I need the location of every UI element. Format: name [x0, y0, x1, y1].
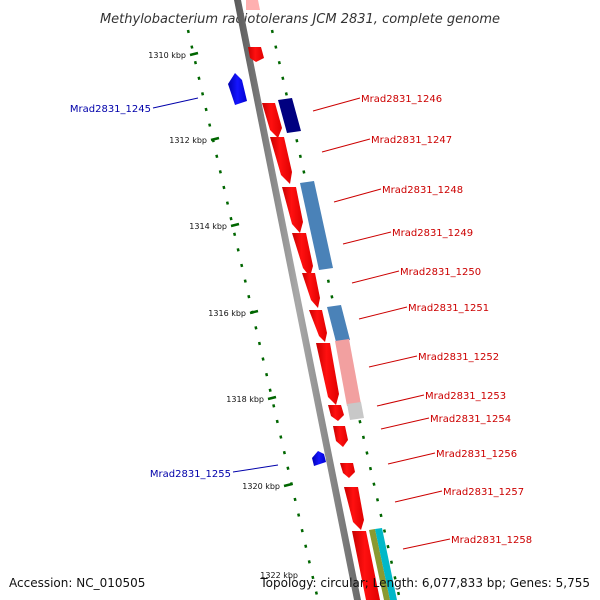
gene-arrow-mrad2831-1247	[270, 137, 292, 184]
ruler: 1310 kbp 1312 kbp 1314 kbp 1316 kbp 1318…	[148, 51, 298, 580]
leader-line	[394, 490, 443, 503]
ruler-tick-mark	[283, 482, 293, 488]
ruler-tick-1314: 1314 kbp	[189, 222, 227, 231]
gene-label-mrad2831-1245: Mrad2831_1245	[70, 104, 151, 115]
leader-line	[321, 138, 371, 153]
gene-arrow-mrad2831-1246	[262, 103, 282, 138]
gene-label-mrad2831-1257: Mrad2831_1257	[443, 487, 524, 498]
ruler-tick-1322: 1322 kbp	[260, 571, 298, 580]
leader-line	[402, 538, 451, 550]
gene-arrow-mrad2831-1250	[302, 273, 320, 308]
ruler-tick-1316: 1316 kbp	[208, 309, 246, 318]
gene-arrow-mrad2831-1256	[340, 463, 355, 478]
gene-label-mrad2831-1255: Mrad2831_1255	[150, 469, 231, 480]
gene-label-mrad2831-1253: Mrad2831_1253	[425, 391, 506, 402]
feature-block	[278, 98, 301, 133]
gene-labels: Mrad2831_1245 Mrad2831_1246 Mrad2831_124…	[70, 94, 532, 546]
leader-line	[351, 270, 400, 284]
gene-label-mrad2831-1258: Mrad2831_1258	[451, 535, 532, 546]
feature-block	[369, 529, 390, 600]
leader-line	[387, 452, 436, 465]
feature-block	[375, 528, 397, 600]
map-title: Methylobacterium radiotolerans JCM 2831,…	[100, 12, 500, 27]
ruler-tick-1320: 1320 kbp	[242, 482, 280, 491]
gene-label-mrad2831-1250: Mrad2831_1250	[400, 267, 481, 278]
gene-label-mrad2831-1254: Mrad2831_1254	[430, 414, 511, 425]
ruler-tick-1310: 1310 kbp	[148, 51, 186, 60]
gene-arrow-mrad2831-1248	[282, 187, 303, 233]
gene-arrow	[246, 0, 260, 10]
leader-line	[333, 188, 382, 203]
leader-line	[358, 306, 408, 320]
leader-line	[380, 417, 430, 430]
feature-track	[278, 98, 397, 600]
gene-label-mrad2831-1246: Mrad2831_1246	[361, 94, 442, 105]
ruler-tick-1318: 1318 kbp	[226, 395, 264, 404]
gene-arrow	[248, 47, 264, 62]
feature-block	[327, 305, 350, 342]
genome-backbone	[234, 0, 361, 600]
gene-arrow-mrad2831-1258	[352, 531, 380, 600]
label-leaders	[152, 97, 451, 550]
ruler-tick-mark	[210, 136, 220, 142]
gene-label-mrad2831-1248: Mrad2831_1248	[382, 185, 463, 196]
gene-arrow-mrad2831-1257	[344, 487, 364, 530]
accession-text: Accession: NC_010505	[9, 576, 145, 590]
gene-label-mrad2831-1249: Mrad2831_1249	[392, 228, 473, 239]
leader-line	[342, 231, 392, 245]
gene-label-mrad2831-1256: Mrad2831_1256	[436, 449, 517, 460]
ruler-tick-mark	[249, 309, 259, 315]
feature-block	[335, 339, 361, 406]
feature-block	[300, 181, 333, 270]
leader-line	[368, 355, 418, 368]
gene-arrow-mrad2831-1255	[312, 451, 326, 466]
leader-line	[312, 97, 361, 112]
left-tick-track	[186, 29, 320, 600]
ruler-tick-mark	[189, 51, 199, 57]
gene-arrow-mrad2831-1251	[309, 310, 327, 342]
ruler-tick-mark	[267, 395, 277, 401]
feature-block	[347, 402, 364, 420]
gene-arrow-mrad2831-1252	[316, 343, 339, 405]
leader-line	[376, 394, 425, 407]
gene-arrow-mrad2831-1253	[328, 405, 344, 421]
gene-label-mrad2831-1252: Mrad2831_1252	[418, 352, 499, 363]
gene-arrow-mrad2831-1245	[228, 73, 247, 105]
leader-line	[232, 464, 279, 473]
gene-label-mrad2831-1247: Mrad2831_1247	[371, 135, 452, 146]
ruler-tick-1312: 1312 kbp	[169, 136, 207, 145]
gene-arrow-mrad2831-1249	[292, 233, 313, 277]
leader-line	[152, 97, 199, 109]
gene-arrow-mrad2831-1254	[333, 426, 348, 447]
genome-info-text: Topology: circular; Length: 6,077,833 bp…	[259, 576, 590, 590]
reverse-strand-genes	[228, 73, 326, 466]
forward-strand-genes	[246, 0, 380, 600]
gene-label-mrad2831-1251: Mrad2831_1251	[408, 303, 489, 314]
ruler-tick-mark	[230, 222, 240, 228]
